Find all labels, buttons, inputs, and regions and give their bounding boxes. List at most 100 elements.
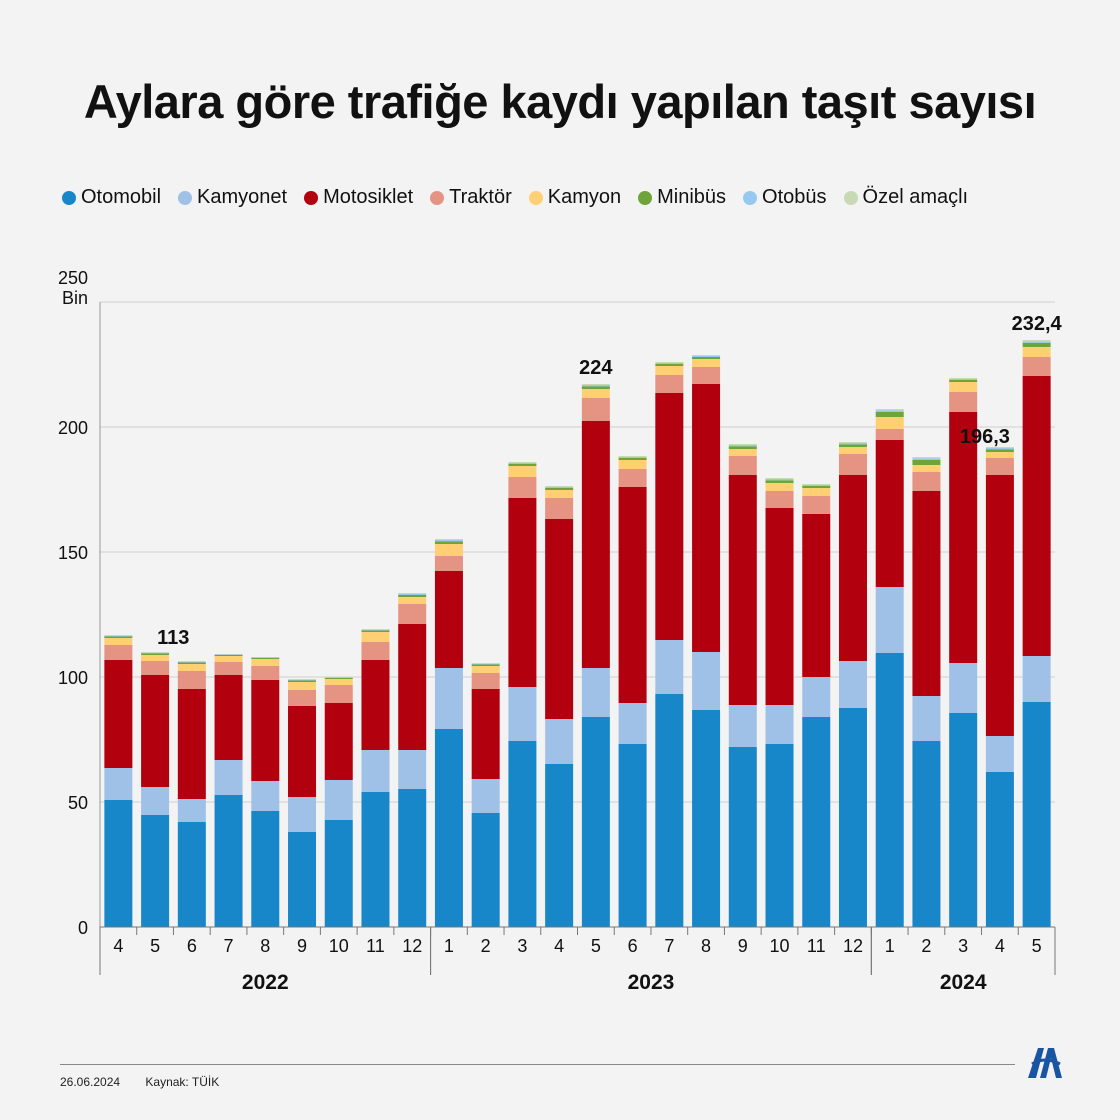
bar-segment-motosiklet [361, 660, 390, 750]
bar-segment-otobüs [765, 479, 794, 481]
legend-item: Kamyon [528, 186, 622, 209]
x-tick-label: 5 [1032, 936, 1042, 956]
y-tick-label: 100 [58, 668, 88, 688]
bar-segment-motosiklet [104, 660, 133, 768]
bar-segment-otomobil [141, 815, 170, 927]
legend-label: Motosiklet [323, 186, 414, 208]
bar-segment-traktör [912, 472, 941, 491]
bar-segment-kamyonet [728, 705, 757, 747]
bar-segment-kamyonet [141, 787, 170, 815]
bar-segment-minibüs [655, 364, 684, 366]
legend-swatch-icon [304, 190, 319, 205]
legend-label: Kamyonet [197, 186, 288, 208]
bar-segment-otobüs [361, 629, 390, 631]
bar-segment-kamyonet [251, 781, 280, 811]
bar-segment-otobüs [655, 363, 684, 364]
bar-segment-minibüs [618, 458, 647, 460]
legend-label: Otomobil [81, 186, 162, 208]
bar-segment-otobüs [398, 594, 427, 595]
bar-segment-minibüs [141, 653, 170, 655]
bar-segment-otomobil [434, 729, 463, 927]
x-tick-label: 11 [366, 936, 385, 956]
bar-segment-traktör [802, 496, 831, 514]
bar-segment-otomobil [324, 820, 353, 927]
year-label: 2024 [940, 971, 987, 994]
bar-segment-otobüs [141, 652, 170, 654]
bar-segment-traktör [177, 671, 206, 689]
bar-segment-kamyonet [177, 799, 206, 822]
bar-segment-otomobil [398, 789, 427, 927]
bar-segment-kamyonet [434, 668, 463, 729]
x-tick-label: 1 [885, 936, 895, 956]
bar-segment-minibüs [765, 480, 794, 483]
bar-segment-otobüs [875, 410, 904, 412]
bar-segment-traktör [545, 498, 574, 519]
bar-segment-traktör [251, 666, 280, 680]
x-tick-label: 3 [958, 936, 968, 956]
bar-segment-özel-amaçlı [141, 652, 170, 653]
bar-segment-kamyonet [1022, 656, 1051, 702]
bar-segment-minibüs [508, 464, 537, 466]
x-tick-label: 8 [260, 936, 270, 956]
legend-label: Kamyon [547, 186, 622, 208]
bar-segment-kamyon [434, 544, 463, 556]
year-label: 2023 [628, 971, 675, 994]
bar-segment-minibüs [1022, 342, 1051, 347]
value-annotation: 232,4 [1012, 313, 1063, 335]
bar-segment-otomobil [912, 741, 941, 927]
bar-segment-traktör [471, 673, 500, 689]
bar-segment-kamyon [692, 359, 721, 367]
legend-label: Otobüs [762, 186, 827, 208]
bar-segment-özel-amaçlı [104, 635, 133, 636]
legend-label: Özel amaçlı [862, 186, 969, 208]
chart-legend: Otomobil Kamyonet Motosiklet Traktör Kamyon M… [62, 186, 968, 209]
bar-segment-motosiklet [251, 680, 280, 781]
y-tick-label: 50 [68, 793, 88, 813]
x-tick-label: 9 [297, 936, 307, 956]
bar-segment-minibüs [802, 486, 831, 488]
bar-segment-minibüs [177, 662, 206, 664]
legend-item: Kamyonet [178, 186, 287, 209]
bar-segment-özel-amaçlı [177, 661, 206, 662]
bar-segment-özel-amaçlı [214, 654, 243, 655]
bar-segment-kamyon [214, 656, 243, 662]
x-tick-label: 9 [738, 936, 748, 956]
bar-segment-motosiklet [177, 689, 206, 799]
x-tick-label: 12 [402, 936, 422, 956]
bar-segment-kamyonet [324, 780, 353, 820]
bar-segment-traktör [508, 477, 537, 498]
bar-segment-motosiklet [692, 384, 721, 652]
bar-segment-kamyon [361, 632, 390, 642]
bar-segment-kamyon [141, 655, 170, 661]
x-tick-label: 4 [995, 936, 1005, 956]
bar-segment-otomobil [985, 772, 1014, 927]
bar-segment-traktör [618, 469, 647, 487]
bar-segment-traktör [1022, 357, 1051, 376]
bar-segment-kamyon [802, 488, 831, 496]
bar-segment-minibüs [949, 380, 978, 382]
bar-segment-otobüs [251, 657, 280, 658]
footer: 26.06.2024 Kaynak: TÜİK [60, 1075, 241, 1089]
bar-segment-otomobil [838, 708, 867, 927]
bar-segment-otobüs [508, 463, 537, 464]
bar-segment-özel-amaçlı [765, 478, 794, 479]
bar-segment-otobüs [985, 448, 1014, 450]
legend-swatch-icon [430, 190, 445, 205]
legend-label: Traktör [449, 186, 512, 208]
bar-segment-motosiklet [949, 412, 978, 663]
bar-segment-minibüs [728, 446, 757, 449]
bar-segment-özel-amaçlı [875, 409, 904, 411]
bar-segment-kamyonet [104, 768, 133, 800]
bar-segment-otobüs [214, 654, 243, 655]
bar-segment-özel-amaçlı [471, 663, 500, 664]
y-tick-label: 250 [58, 268, 88, 288]
bar-segment-traktör [288, 690, 317, 706]
bar-segment-traktör [324, 685, 353, 703]
legend-swatch-icon [528, 190, 543, 205]
legend-swatch-icon [843, 190, 858, 205]
bar-segment-kamyon [104, 638, 133, 645]
x-tick-label: 6 [187, 936, 197, 956]
x-tick-label: 10 [329, 936, 349, 956]
bar-segment-otomobil [581, 717, 610, 927]
